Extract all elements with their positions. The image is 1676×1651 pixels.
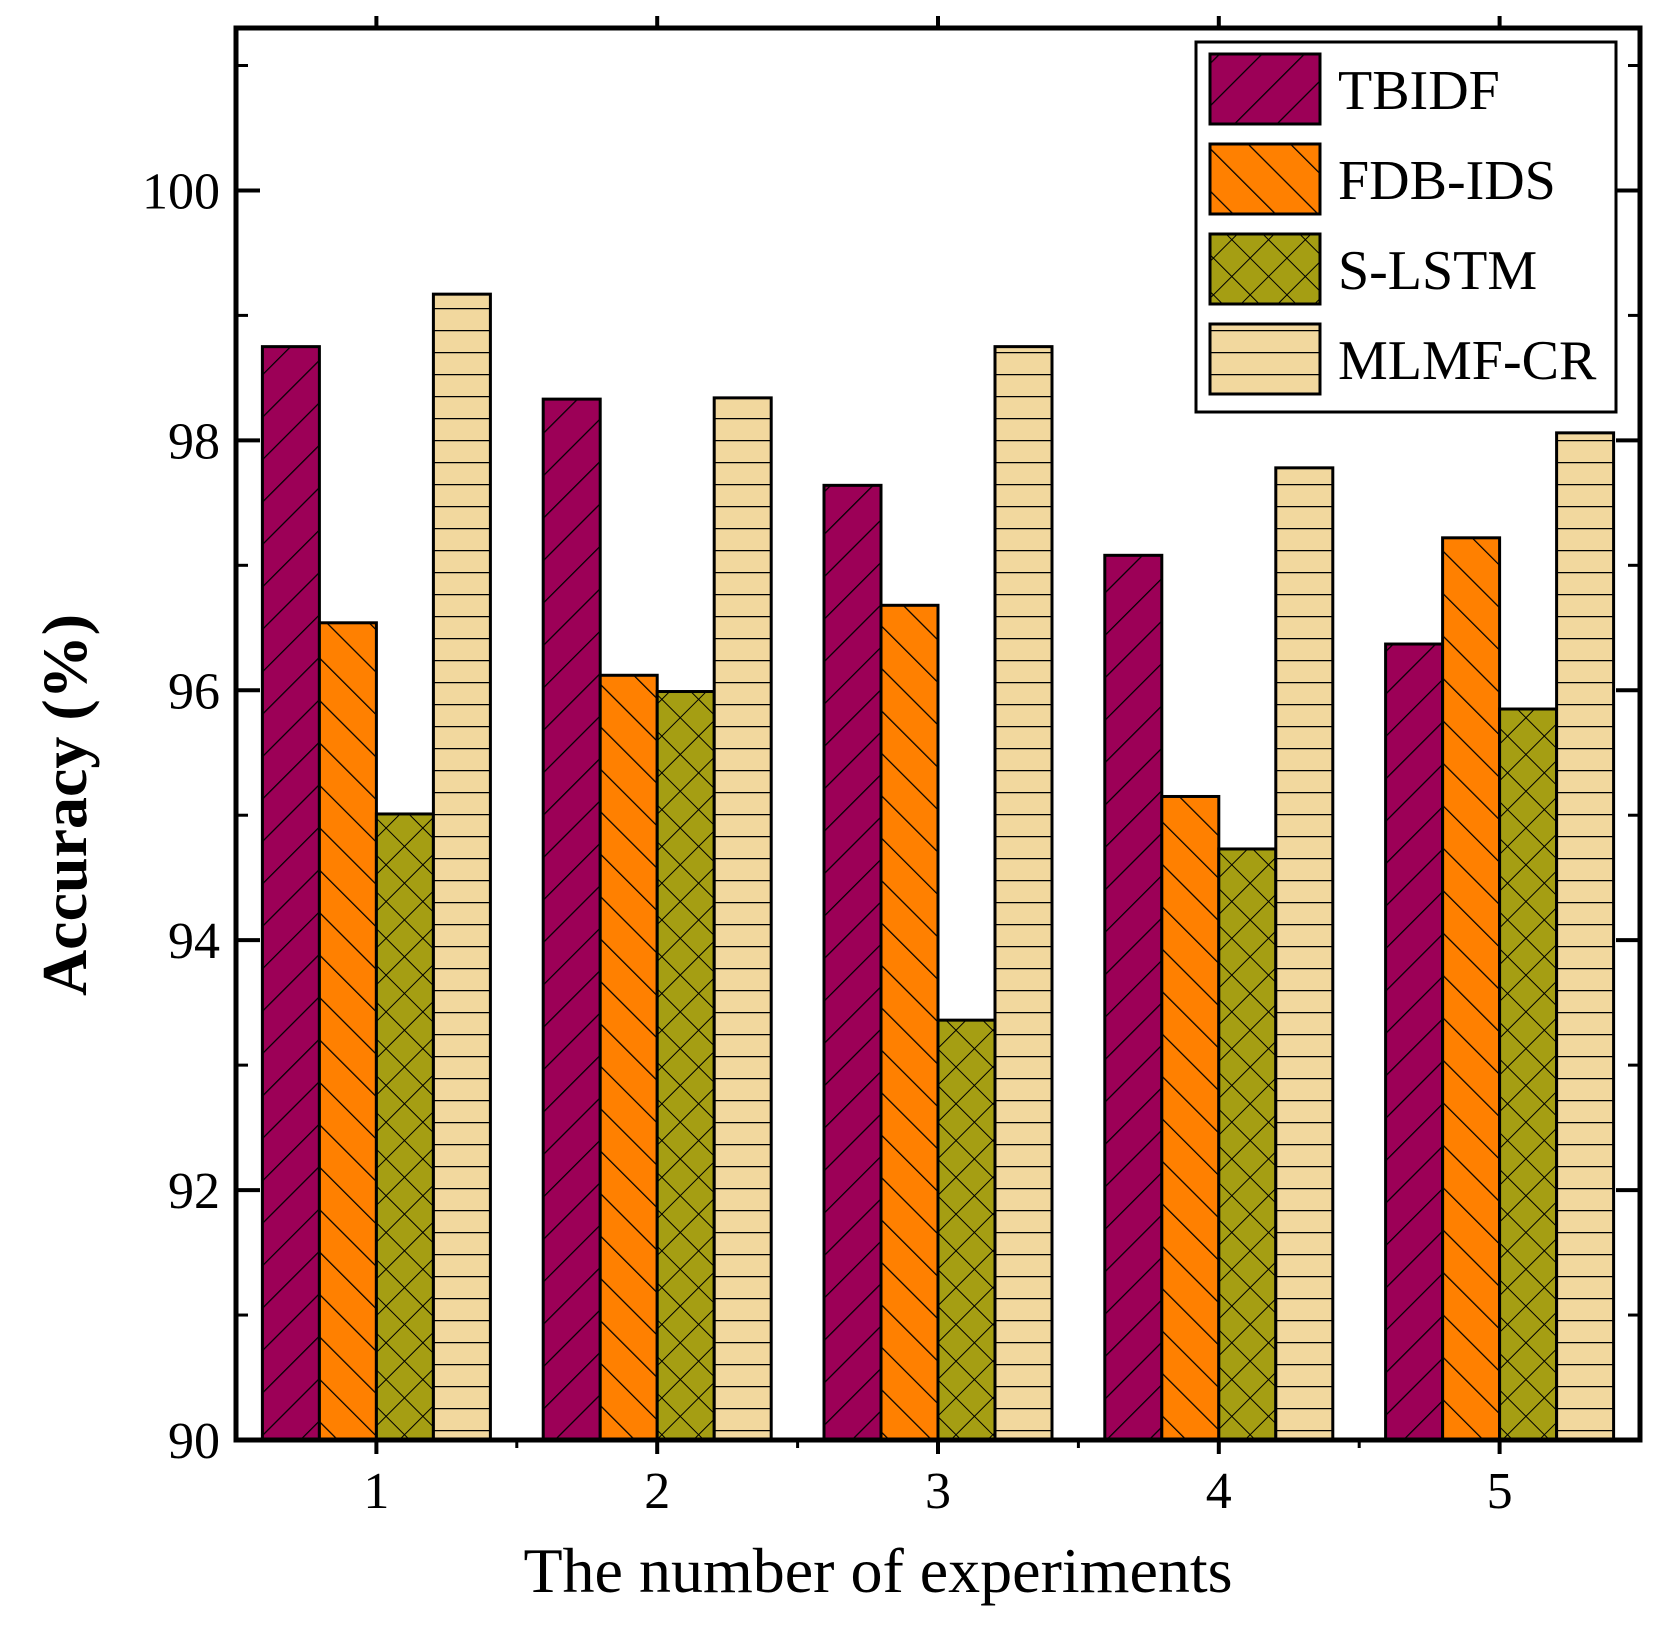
bar-TBIDF-3 (822, 483, 883, 1442)
legend-swatch (1208, 52, 1322, 126)
bar-TBIDF-1 (260, 345, 321, 1442)
bar-hatch (1384, 642, 1445, 1442)
bar-MLMF-CR-5 (1555, 431, 1616, 1442)
x-tick-label: 3 (925, 1463, 951, 1520)
axis-ticks (236, 16, 1640, 1454)
y-tick-label: 98 (168, 413, 220, 470)
legend: TBIDF FDB-IDS S-LSTM MLMF-CR (1194, 40, 1618, 414)
y-tick-label: 90 (168, 1413, 220, 1470)
legend-swatch (1208, 232, 1322, 306)
legend-item-S-LSTM: S-LSTM (1208, 232, 1537, 306)
bar-FDB-IDS-2 (598, 673, 659, 1442)
bars-layer (260, 292, 1616, 1442)
legend-item-FDB-IDS: FDB-IDS (1208, 142, 1556, 216)
y-tick-label: 92 (168, 1163, 220, 1220)
bar-hatch (374, 812, 435, 1442)
bar-S-LSTM-1 (374, 812, 435, 1442)
x-axis-title: The number of experiments (523, 1535, 1232, 1606)
bar-hatch (1498, 707, 1559, 1442)
bar-MLMF-CR-3 (993, 345, 1054, 1442)
bar-MLMF-CR-4 (1274, 466, 1335, 1442)
bar-FDB-IDS-5 (1441, 536, 1502, 1442)
bar-hatch (541, 397, 602, 1442)
bar-hatch (1217, 847, 1278, 1442)
legend-label: MLMF-CR (1338, 330, 1597, 392)
bar-hatch (260, 345, 321, 1442)
bar-MLMF-CR-1 (431, 292, 492, 1442)
bar-S-LSTM-4 (1217, 847, 1278, 1442)
legend-label: TBIDF (1338, 60, 1500, 122)
bar-hatch (822, 483, 883, 1442)
bar-hatch (712, 396, 773, 1442)
bar-hatch (1274, 466, 1335, 1442)
bar-hatch (879, 603, 940, 1442)
bar-hatch (1103, 553, 1164, 1442)
legend-swatch (1208, 322, 1322, 396)
x-tick-label: 1 (363, 1463, 389, 1520)
x-tick-labels: 1 2 3 4 5 (363, 1463, 1512, 1520)
bar-hatch (993, 345, 1054, 1442)
y-tick-label: 96 (168, 663, 220, 720)
bar-TBIDF-4 (1103, 553, 1164, 1442)
bar-FDB-IDS-4 (1160, 794, 1221, 1442)
bar-hatch (317, 621, 378, 1442)
bar-S-LSTM-5 (1498, 707, 1559, 1442)
bar-S-LSTM-2 (655, 690, 716, 1442)
x-tick-label: 4 (1206, 1463, 1232, 1520)
bar-FDB-IDS-1 (317, 621, 378, 1442)
bar-S-LSTM-3 (936, 1018, 997, 1442)
bar-FDB-IDS-3 (879, 603, 940, 1442)
bar-hatch (598, 673, 659, 1442)
y-tick-label: 94 (168, 913, 220, 970)
bar-hatch (1160, 794, 1221, 1442)
legend-label: S-LSTM (1338, 240, 1537, 302)
bar-TBIDF-2 (541, 397, 602, 1442)
bar-MLMF-CR-2 (712, 396, 773, 1442)
bar-hatch (1555, 431, 1616, 1442)
bar-hatch (655, 690, 716, 1442)
bar-hatch (936, 1018, 997, 1442)
legend-item-MLMF-CR: MLMF-CR (1208, 322, 1597, 396)
y-tick-label: 100 (142, 163, 220, 220)
legend-label: FDB-IDS (1338, 150, 1556, 212)
y-tick-labels: 90 92 94 96 98 100 (142, 163, 220, 1470)
x-tick-label: 5 (1487, 1463, 1513, 1520)
bar-hatch (1441, 536, 1502, 1442)
y-axis-title: Accuracy (%) (29, 614, 100, 996)
bar-hatch (431, 292, 492, 1442)
legend-swatch (1208, 142, 1322, 216)
x-tick-label: 2 (644, 1463, 670, 1520)
legend-item-TBIDF: TBIDF (1208, 52, 1500, 126)
bar-TBIDF-5 (1384, 642, 1445, 1442)
